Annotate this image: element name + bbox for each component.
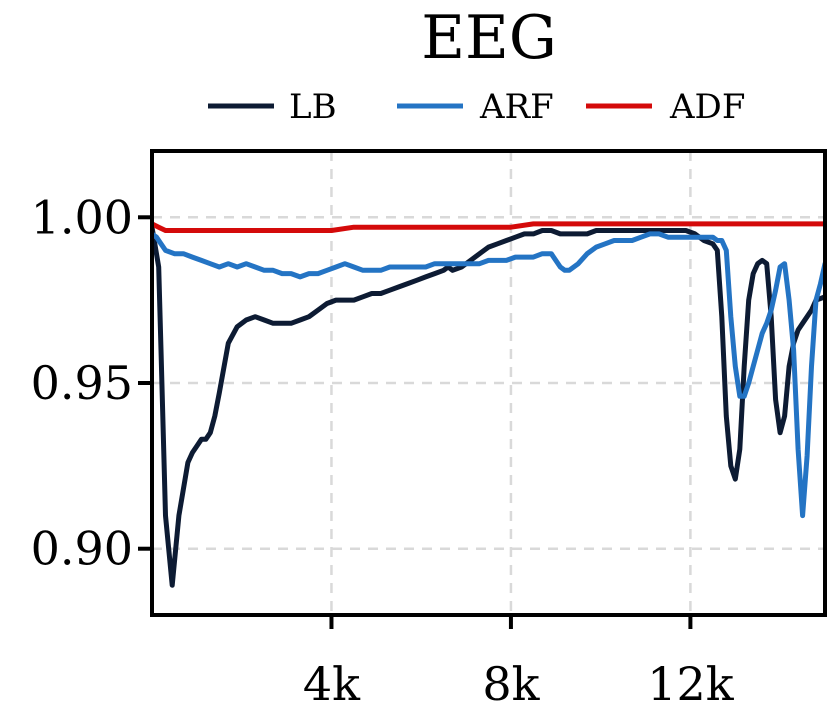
series-line-arf bbox=[152, 231, 825, 519]
legend: LB ARF ADF bbox=[208, 87, 745, 127]
legend-label-adf: ADF bbox=[669, 87, 745, 127]
x-tick-label-2: 12k bbox=[647, 657, 735, 711]
series-line-lb bbox=[152, 224, 825, 588]
y-tick-label-1: 0.95 bbox=[31, 356, 133, 410]
x-tick-label-1: 8k bbox=[482, 657, 540, 711]
chart-title: EEG bbox=[421, 3, 557, 73]
legend-label-arf: ARF bbox=[479, 87, 554, 127]
series-line-adf bbox=[152, 221, 825, 233]
axis-ticks: 4k 8k 12k 0.90 0.95 1.00 bbox=[31, 190, 735, 711]
legend-label-lb: LB bbox=[289, 87, 337, 127]
series-group bbox=[152, 221, 825, 588]
x-tick-label-0: 4k bbox=[303, 657, 361, 711]
y-tick-label-2: 1.00 bbox=[31, 190, 133, 244]
y-tick-label-0: 0.90 bbox=[31, 522, 133, 576]
